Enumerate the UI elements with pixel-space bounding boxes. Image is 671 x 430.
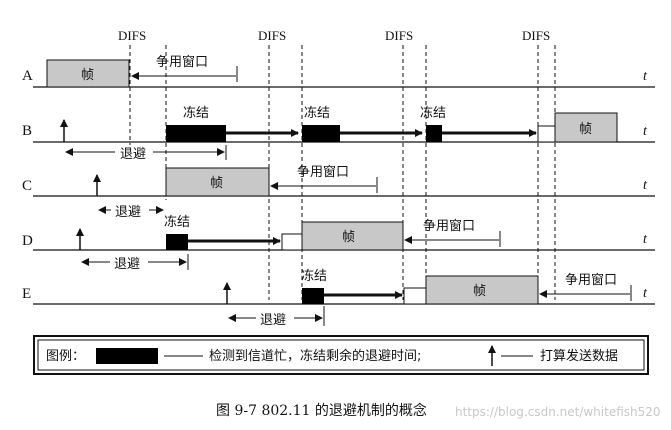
station-label-e: E <box>22 286 31 302</box>
legend-busy-text: 检测到信道忙，冻结剩余的退避时间; <box>209 348 421 364</box>
backoff-label-bg-b <box>115 145 153 161</box>
contention-window-label-a: 争用窗口 <box>156 54 208 70</box>
legend-frame-inner <box>37 339 645 371</box>
backoff-label-bg-d <box>110 255 148 271</box>
time-label-b: t <box>643 124 648 139</box>
legend-title: 图例： <box>46 349 85 364</box>
legend: 图例： 检测到信道忙，冻结剩余的退避时间; 打算发送数据 <box>33 335 649 375</box>
station-label-d: D <box>22 233 33 249</box>
frame-a <box>46 59 130 88</box>
watermark: https://blog.csdn.net/whitefish520 <box>455 405 661 419</box>
difs-label-2: DIFS <box>258 28 286 43</box>
freeze-label-d: 冻结 <box>164 214 190 230</box>
station-label-c: C <box>22 178 32 194</box>
busy-block-b2 <box>302 125 340 142</box>
contention-window-label-c: 争用窗口 <box>297 164 349 180</box>
frame-e <box>425 275 539 305</box>
slot-box-d <box>281 233 303 251</box>
backoff-label-d: 退避 <box>114 257 140 272</box>
difs-label-4: DIFS <box>522 28 550 43</box>
slot-box-e <box>403 287 427 305</box>
contention-window-label-e: 争用窗口 <box>565 272 617 288</box>
station-label-a: A <box>22 68 33 84</box>
time-label-a: t <box>643 69 648 84</box>
busy-block-e <box>302 288 324 304</box>
legend-arrow-text: 打算发送数据 <box>540 348 618 364</box>
backoff-label-bg-e <box>256 311 294 327</box>
station-label-b: B <box>22 123 32 139</box>
frame-d <box>301 221 404 251</box>
figure-caption: 图 9-7 802.11 的退避机制的概念 <box>216 402 427 419</box>
contention-window-label-d: 争用窗口 <box>423 218 475 234</box>
time-label-e: t <box>643 286 648 301</box>
backoff-label-bg-c <box>111 203 149 219</box>
frame-c <box>165 167 270 197</box>
legend-busy-swatch <box>96 348 158 364</box>
frame-label-b: 帧 <box>579 122 592 137</box>
frame-label-a: 帧 <box>81 68 94 83</box>
busy-block-b1 <box>166 125 226 142</box>
slot-box-b <box>537 125 556 143</box>
backoff-label-c: 退避 <box>115 205 141 220</box>
busy-block-b3 <box>426 125 442 142</box>
backoff-label-e: 退避 <box>260 313 286 328</box>
frame-b <box>554 112 618 143</box>
time-label-d: t <box>643 232 648 247</box>
time-label-c: t <box>643 178 648 193</box>
freeze-label-b1: 冻结 <box>183 105 209 121</box>
freeze-label-b2: 冻结 <box>304 105 330 121</box>
frame-label-e: 帧 <box>473 284 486 299</box>
backoff-label-b: 退避 <box>120 147 146 162</box>
legend-frame-outer <box>33 335 649 375</box>
difs-label-1: DIFS <box>118 28 146 43</box>
busy-block-d <box>166 234 188 250</box>
difs-label-3: DIFS <box>385 28 413 43</box>
frame-label-d: 帧 <box>342 230 355 245</box>
freeze-label-b3: 冻结 <box>420 105 446 121</box>
frame-label-c: 帧 <box>210 176 223 191</box>
freeze-label-e: 冻结 <box>301 268 327 284</box>
